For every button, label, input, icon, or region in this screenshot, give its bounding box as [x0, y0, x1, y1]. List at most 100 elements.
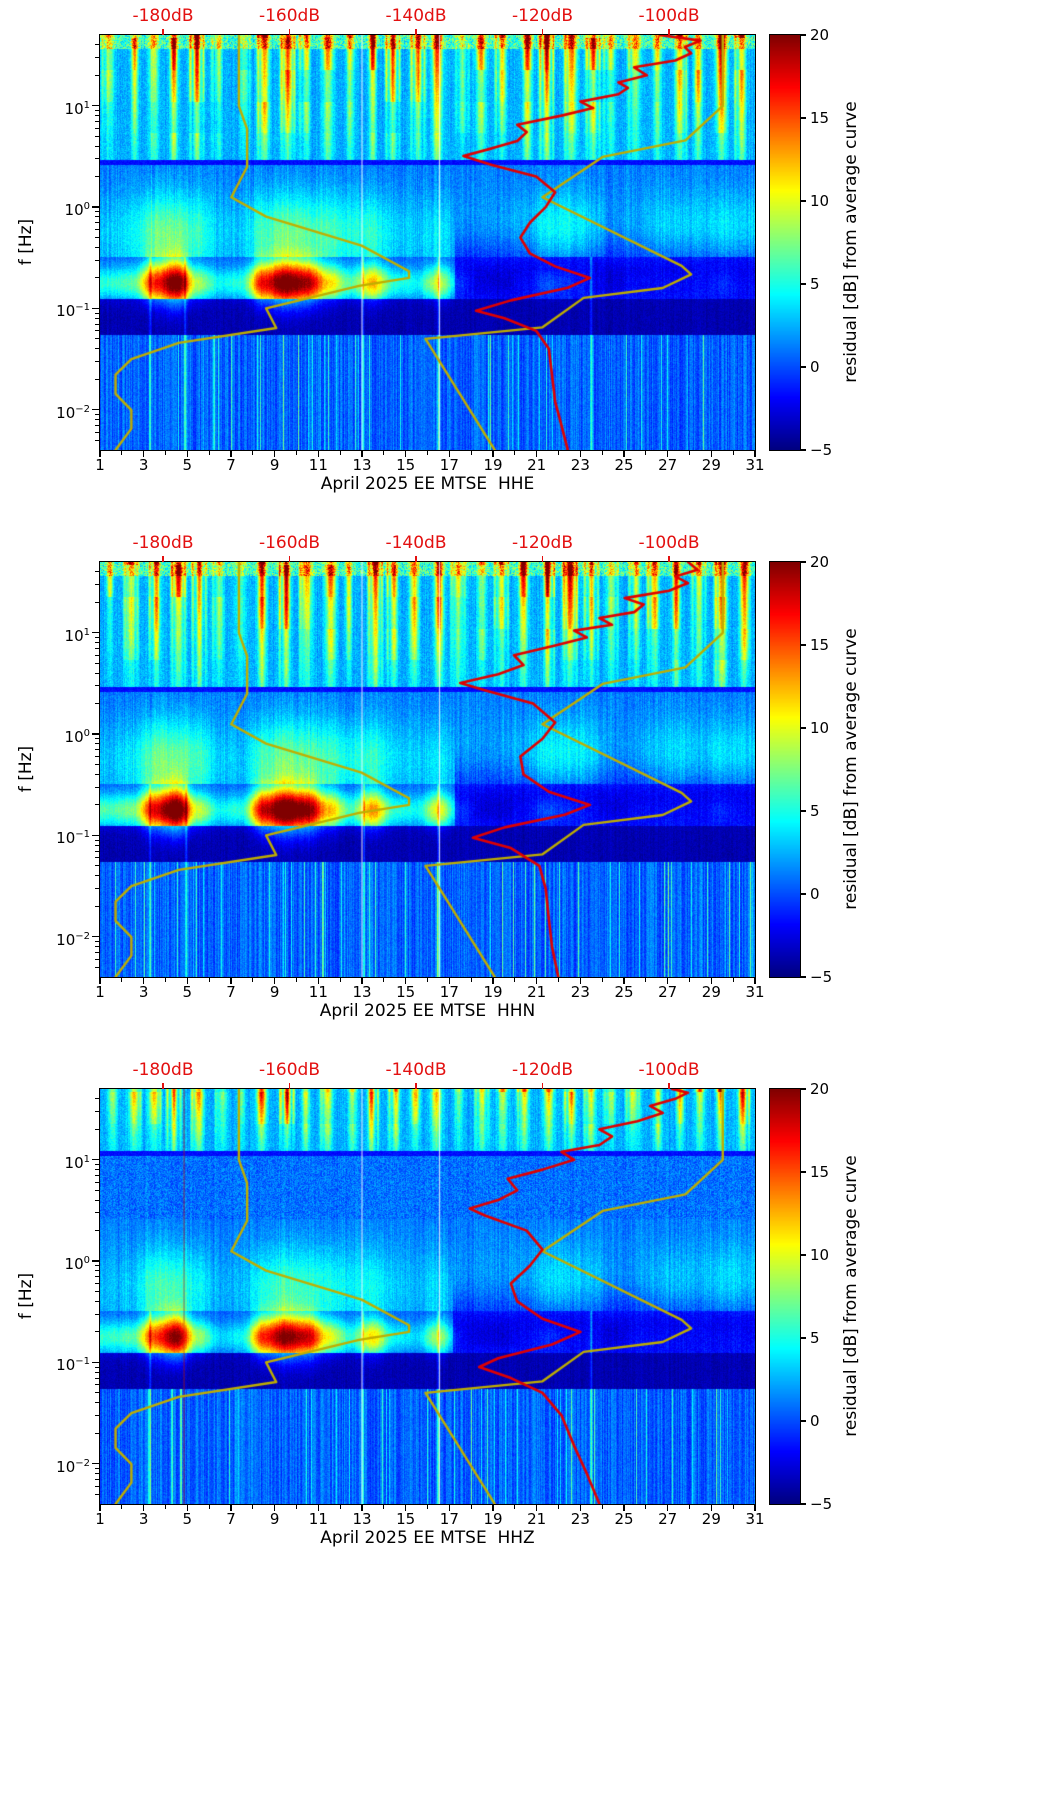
- x-minor-tick: [689, 1505, 690, 1509]
- x-major-tick: [142, 978, 145, 984]
- y-minor-tick: [95, 330, 99, 332]
- y-tick-label: 10−2: [56, 1457, 90, 1476]
- x-tick-label: 21: [527, 1510, 547, 1528]
- y-major-tick: [92, 307, 99, 310]
- y-minor-tick: [95, 145, 99, 147]
- colorbar-tick-label: 15: [810, 109, 830, 127]
- x-minor-tick: [645, 978, 647, 982]
- x-minor-tick: [732, 978, 734, 982]
- x-minor-tick: [427, 451, 428, 455]
- x-major-tick: [186, 978, 189, 984]
- top-db-tick: [668, 1083, 670, 1089]
- y-minor-tick: [95, 229, 99, 231]
- x-minor-tick: [558, 1505, 559, 1509]
- y-minor-tick: [95, 636, 99, 638]
- y-minor-tick: [95, 413, 99, 415]
- x-tick-label: 31: [745, 456, 765, 474]
- x-minor-tick: [383, 451, 385, 455]
- colorbar-label: residual [dB] from average curve: [841, 1155, 861, 1437]
- top-db-label: -120dB: [511, 1060, 574, 1080]
- y-minor-tick: [95, 905, 99, 907]
- y-minor-tick: [95, 804, 99, 806]
- x-major-tick: [230, 451, 232, 457]
- top-db-label: -140dB: [385, 533, 447, 553]
- x-minor-tick: [383, 1505, 385, 1509]
- y-minor-tick: [95, 1478, 99, 1480]
- figure-hhn: f [Hz] residual [dB] from average curve …: [0, 527, 1052, 1054]
- y-minor-tick: [95, 1189, 99, 1191]
- y-minor-tick: [95, 1276, 99, 1278]
- x-tick-label: 13: [352, 983, 372, 1001]
- y-major-tick: [92, 1361, 99, 1364]
- x-minor-tick: [732, 1505, 734, 1509]
- x-minor-tick: [427, 978, 428, 982]
- y-minor-tick: [95, 1467, 99, 1469]
- colorbar-tick: [801, 1088, 806, 1090]
- x-minor-tick: [252, 1505, 254, 1509]
- x-tick-label: 9: [269, 983, 280, 1001]
- top-db-label: -120dB: [511, 533, 574, 553]
- y-minor-tick: [95, 1331, 99, 1333]
- y-minor-tick: [95, 431, 99, 433]
- y-minor-tick: [95, 685, 99, 687]
- colorbar-tick: [801, 1171, 806, 1173]
- x-major-tick: [754, 1505, 756, 1511]
- colorbar-tick-label: 15: [810, 1163, 830, 1181]
- top-db-tick: [541, 29, 544, 35]
- x-major-tick: [623, 978, 625, 984]
- y-minor-tick: [95, 378, 99, 380]
- y-minor-tick: [95, 850, 99, 852]
- y-minor-tick: [95, 1291, 99, 1293]
- x-major-tick: [317, 978, 320, 984]
- top-db-tick: [162, 1083, 164, 1089]
- y-minor-tick: [95, 222, 99, 224]
- x-minor-tick: [121, 451, 123, 455]
- y-minor-tick: [95, 1300, 99, 1302]
- x-tick-label: 11: [308, 1510, 328, 1528]
- colorbar-tick: [801, 727, 806, 729]
- x-minor-tick: [689, 451, 690, 455]
- x-major-tick: [623, 1505, 625, 1511]
- y-minor-tick: [95, 1199, 99, 1201]
- y-minor-tick: [95, 940, 99, 942]
- x-tick-label: 27: [658, 456, 678, 474]
- y-minor-tick: [95, 1432, 99, 1434]
- y-major-tick: [92, 408, 99, 411]
- x-major-tick: [99, 978, 101, 984]
- top-db-label: -140dB: [385, 6, 447, 26]
- y-minor-tick: [95, 127, 99, 129]
- x-tick-label: 7: [226, 1510, 236, 1528]
- y-major-tick: [92, 632, 99, 634]
- colorbar-tick: [801, 449, 806, 451]
- y-tick-label: 10−2: [56, 403, 90, 422]
- colorbar-tick: [801, 366, 806, 368]
- y-minor-tick: [95, 1181, 99, 1183]
- colorbar-tick-label: 0: [810, 1412, 820, 1430]
- x-tick-label: 7: [226, 456, 236, 474]
- x-tick-label: 5: [182, 456, 193, 474]
- y-minor-tick: [95, 1402, 99, 1404]
- colorbar-canvas-hhe: [770, 35, 800, 450]
- x-minor-tick: [121, 978, 123, 982]
- y-minor-tick: [95, 115, 99, 117]
- x-tick-label: 9: [269, 456, 280, 474]
- x-tick-label: 17: [439, 1510, 459, 1528]
- colorbar-tick: [801, 34, 806, 36]
- y-tick-label: 100: [64, 201, 90, 220]
- top-db-label: -160dB: [258, 1060, 321, 1080]
- colorbar-tick-label: 5: [810, 802, 820, 820]
- y-minor-tick: [95, 1212, 99, 1214]
- x-tick-label: 1: [95, 983, 105, 1001]
- y-major-tick: [92, 1260, 99, 1262]
- x-minor-tick: [601, 451, 603, 455]
- x-tick-label: 19: [483, 1510, 503, 1528]
- x-tick-label: 31: [745, 1510, 765, 1528]
- x-minor-tick: [470, 1505, 472, 1509]
- y-minor-tick: [95, 1098, 99, 1100]
- x-minor-tick: [732, 451, 734, 455]
- y-minor-tick: [95, 176, 99, 178]
- x-major-tick: [404, 1505, 407, 1511]
- top-db-tick: [162, 556, 164, 562]
- x-tick-label: 17: [439, 983, 459, 1001]
- y-minor-tick: [95, 1265, 99, 1267]
